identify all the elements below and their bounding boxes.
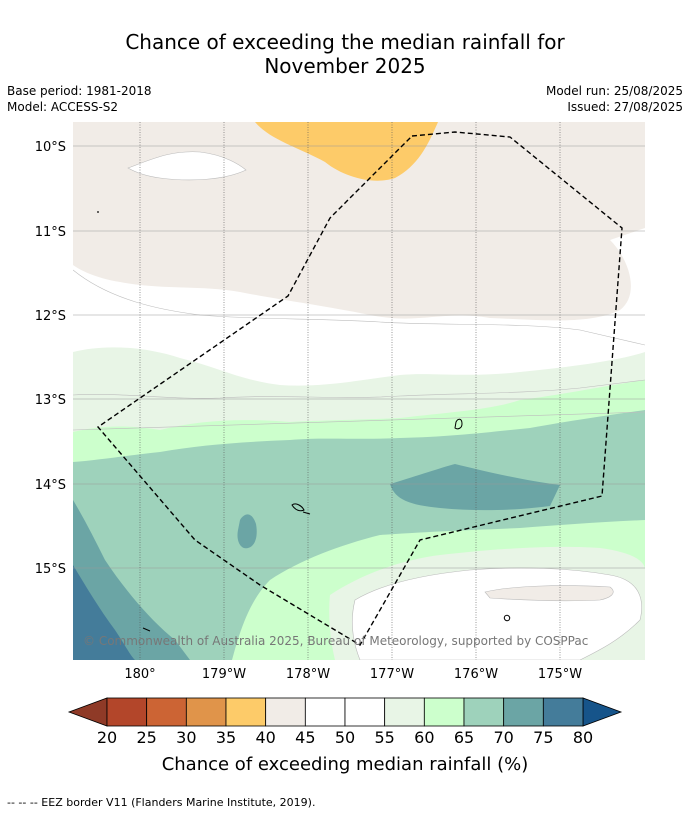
title-line-1: Chance of exceeding the median rainfall … xyxy=(125,30,565,54)
island-northeast xyxy=(454,418,463,430)
colorbar-segment xyxy=(185,697,227,727)
colorbar-label: Chance of exceeding median rainfall (%) xyxy=(162,754,529,775)
colorbar-tick-label: 20 xyxy=(97,728,117,747)
eez-border xyxy=(96,131,623,646)
band-white-pocket xyxy=(127,151,247,181)
colorbar-segment xyxy=(384,697,425,727)
longitude-labels: 180° 179°W 178°W 177°W 176°W 175°W xyxy=(124,667,582,682)
colorbar-segment xyxy=(265,697,306,727)
lat-label-13s: 13°S xyxy=(35,393,66,408)
colorbar-segment xyxy=(146,697,187,727)
model-name: Model: ACCESS-S2 xyxy=(7,100,119,114)
lon-label-180: 180° xyxy=(124,667,155,682)
colorbar: 20 25 30 35 40 45 50 55 60 65 70 75 80 Chance of exc… xyxy=(67,697,623,775)
chart-title: Chance of exceeding the median rainfall … xyxy=(0,30,690,78)
eez-legend-note: -- -- -- EEZ border V11 (Flanders Marine… xyxy=(7,796,316,809)
lat-label-15s: 15°S xyxy=(35,562,66,577)
colorbar-segment xyxy=(106,697,148,727)
lat-label-12s: 12°S xyxy=(35,309,66,324)
band-40-45-south-sliver xyxy=(484,585,614,602)
colorbar-tick-label: 70 xyxy=(493,728,513,747)
colorbar-tick-label: 25 xyxy=(136,728,156,747)
colorbar-under-arrow xyxy=(67,697,108,727)
longitude-lines xyxy=(139,122,561,660)
colorbar-segment xyxy=(503,697,544,727)
island-central xyxy=(291,503,311,515)
band-65-70 xyxy=(73,410,645,660)
island-southeast xyxy=(503,614,511,622)
colorbar-tick-label: 75 xyxy=(533,728,553,747)
colorbar-tick-label: 60 xyxy=(414,728,434,747)
island-dot xyxy=(97,211,99,213)
lon-label-179w: 179°W xyxy=(202,667,246,682)
band-70-75-patch-small xyxy=(237,514,257,549)
issued-date: Issued: 27/08/2025 xyxy=(567,100,683,114)
colorbar-segment xyxy=(542,697,584,727)
colorbar-tick-label: 35 xyxy=(216,728,236,747)
lat-label-14s: 14°S xyxy=(35,478,66,493)
lon-label-177w: 177°W xyxy=(370,667,414,682)
base-period: Base period: 1981-2018 xyxy=(7,84,152,98)
colorbar-tick-label: 80 xyxy=(573,728,593,747)
title-line-2: November 2025 xyxy=(264,54,426,78)
lat-label-11s: 11°S xyxy=(35,225,66,240)
band-75-80 xyxy=(73,565,135,660)
island-southwest xyxy=(142,627,151,632)
colorbar-segment xyxy=(304,697,346,727)
colorbar-tick-label: 40 xyxy=(255,728,275,747)
colorbar-tick-label: 45 xyxy=(295,728,315,747)
colorbar-segment xyxy=(225,697,267,727)
colorbar-over-arrow xyxy=(582,697,623,727)
meta-right: Model run: 25/08/2025 Issued: 27/08/2025 xyxy=(546,83,683,115)
meta-left: Base period: 1981-2018 Model: ACCESS-S2 xyxy=(7,83,152,115)
band-70-75-patch-east xyxy=(390,464,560,511)
colorbar-segment xyxy=(423,697,465,727)
copyright-notice: © Commonwealth of Australia 2025, Bureau… xyxy=(83,634,588,648)
contour-lines xyxy=(73,269,645,431)
colorbar-segment xyxy=(344,697,386,727)
lon-label-175w: 175°W xyxy=(538,667,582,682)
lon-label-178w: 178°W xyxy=(286,667,330,682)
model-run: Model run: 25/08/2025 xyxy=(545,84,683,98)
lon-label-176w: 176°W xyxy=(454,667,498,682)
latitude-lines xyxy=(73,145,645,569)
colorbar-tick-label: 30 xyxy=(176,728,196,747)
band-35-40 xyxy=(255,122,438,181)
colorbar-tick-label: 65 xyxy=(454,728,474,747)
map-figure: © Commonwealth of Australia 2025, Bureau… xyxy=(35,122,645,775)
map-panel: © Commonwealth of Australia 2025, Bureau… xyxy=(73,122,645,660)
colorbar-segment xyxy=(463,697,505,727)
lat-label-10s: 10°S xyxy=(35,140,66,155)
colorbar-tick-label: 50 xyxy=(335,728,355,747)
latitude-labels: 10°S 11°S 12°S 13°S 14°S 15°S xyxy=(35,140,66,577)
colorbar-tick-label: 55 xyxy=(374,728,394,747)
